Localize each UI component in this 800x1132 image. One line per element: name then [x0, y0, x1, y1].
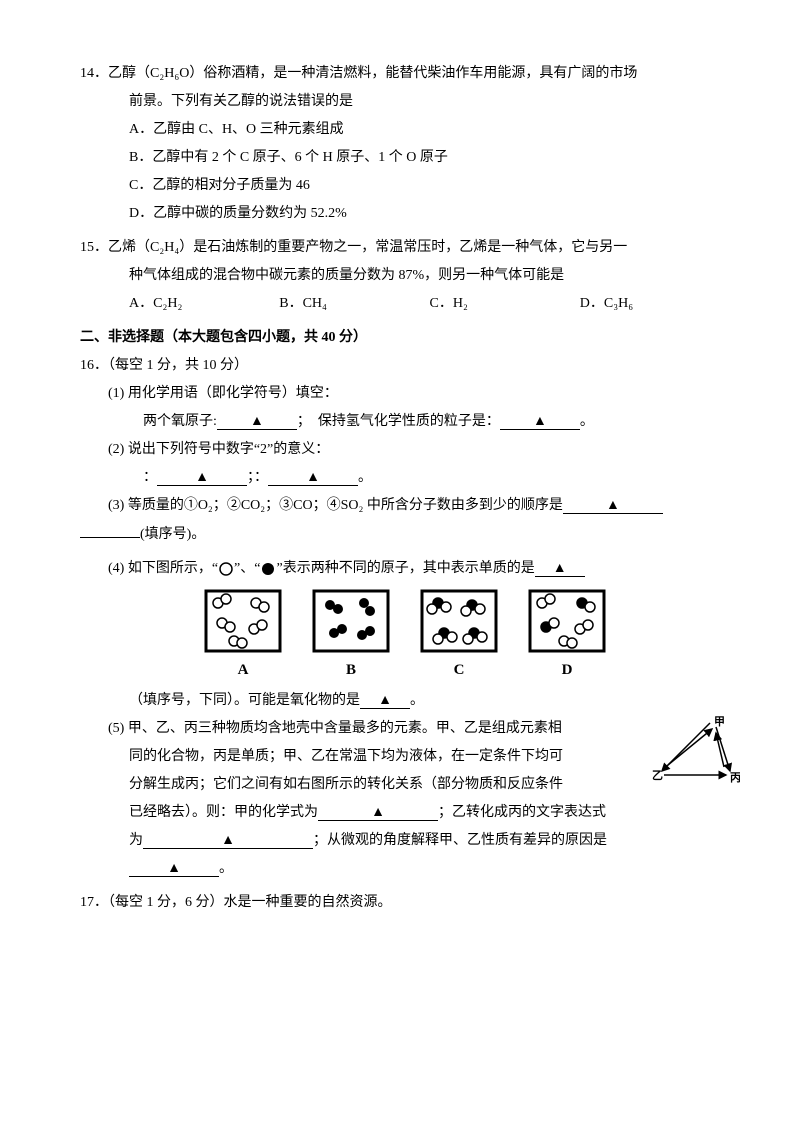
- section-2-title: 二、非选择题（本大题包含四小题，共 40 分）: [80, 324, 730, 352]
- blank: ▲: [563, 499, 663, 514]
- diagram-c-label: C: [454, 655, 465, 685]
- blank: [80, 520, 140, 538]
- diagram-d-label: D: [562, 655, 573, 685]
- blank: ▲: [360, 694, 410, 709]
- q16-5b: 同的化合物，丙是单质；甲、乙在常温下均为液体，在一定条件下均可: [80, 743, 730, 771]
- diagram-b-label: B: [346, 655, 356, 685]
- q15-line2: 种气体组成的混合物中碳元素的质量分数为 87%，则另一种气体可能是: [80, 262, 730, 290]
- q16-3b: (填序号)。: [80, 520, 730, 549]
- q16-1a: (1) 用化学用语（即化学符号）填空：: [80, 380, 730, 408]
- blank: ▲: [268, 471, 358, 486]
- q16-head: 16．（每空 1 分，共 10 分）: [80, 352, 730, 380]
- blank: ▲: [129, 862, 219, 877]
- diagram-a: A: [204, 589, 282, 685]
- blank: ▲: [500, 415, 580, 430]
- triangle-diagram: 甲 乙 丙: [650, 715, 740, 795]
- question-15: 15．乙烯（C₂H₄）是石油炼制的重要产物之一，常温常压时，乙烯是一种气体，它与…: [80, 234, 730, 318]
- diagram-d: D: [528, 589, 606, 685]
- molecule-diagrams: A B: [80, 589, 730, 685]
- q16-5f: ▲。: [80, 855, 730, 883]
- q14-line2: 前景。下列有关乙醇的说法错误的是: [80, 88, 730, 116]
- q16-2b: ：▲；：▲。: [80, 464, 730, 492]
- diagram-c: C: [420, 589, 498, 685]
- diagram-a-label: A: [238, 655, 249, 685]
- q15-opt-c: C．H₂: [430, 290, 580, 318]
- q15-opt-b: B．CH₄: [279, 290, 429, 318]
- q16-1b: 两个氧原子:▲； 保持氢气化学性质的粒子是：▲。: [80, 408, 730, 436]
- q15-line1: 15．乙烯（C₂H₄）是石油炼制的重要产物之一，常温常压时，乙烯是一种气体，它与…: [80, 234, 730, 262]
- question-17: 17．（每空 1 分，6 分）水是一种重要的自然资源。: [80, 889, 730, 917]
- q16-4c: （填序号，下同）。可能是氧化物的是▲。: [80, 687, 730, 715]
- blank: ▲: [318, 806, 438, 821]
- q14-line1: 14．乙醇（C₂H₆O）俗称酒精，是一种清洁燃料，能替代柴油作车用能源，具有广阔…: [80, 60, 730, 88]
- q14-opt-d: D．乙醇中碳的质量分数约为 52.2%: [80, 200, 730, 228]
- svg-text:乙: 乙: [652, 769, 663, 782]
- q15-opt-a: A．C₂H₂: [129, 290, 279, 318]
- q15-opt-d: D．C₃H₆: [580, 290, 730, 318]
- q14-opt-c: C．乙醇的相对分子质量为 46: [80, 172, 730, 200]
- q16-3a: (3) 等质量的①O₂；②CO₂；③CO；④SO₂ 中所含分子数由多到少的顺序是…: [80, 492, 730, 520]
- blank: ▲: [217, 415, 297, 430]
- q16-5d: 已经略去）。则：甲的化学式为▲；乙转化成丙的文字表达式: [80, 799, 730, 827]
- question-14: 14．乙醇（C₂H₆O）俗称酒精，是一种清洁燃料，能替代柴油作车用能源，具有广阔…: [80, 60, 730, 228]
- q16-5c: 分解生成丙；它们之间有如右图所示的转化关系（部分物质和反应条件: [80, 771, 730, 799]
- diagram-b: B: [312, 589, 390, 685]
- svg-text:丙: 丙: [730, 771, 740, 784]
- svg-text:甲: 甲: [714, 715, 725, 728]
- black-circle-icon: [260, 561, 276, 577]
- q14-opt-b: B．乙醇中有 2 个 C 原子、6 个 H 原子、1 个 O 原子: [80, 144, 730, 172]
- q15-options: A．C₂H₂ B．CH₄ C．H₂ D．C₃H₆: [80, 290, 730, 318]
- blank: ▲: [143, 834, 313, 849]
- blank: ▲: [157, 471, 247, 486]
- q16-4a: (4) 如下图所示，“”、“”表示两种不同的原子，其中表示单质的是▲: [80, 555, 730, 583]
- q16-5a: (5) 甲、乙、丙三种物质均含地壳中含量最多的元素。甲、乙是组成元素相: [80, 715, 730, 743]
- q16-5-wrap: 甲 乙 丙 (5) 甲、乙、丙三种物质均含地壳中含量最多的元素。甲、乙是组成元素…: [80, 715, 730, 883]
- q16-2a: (2) 说出下列符号中数字“2”的意义：: [80, 436, 730, 464]
- q16-5e: 为▲；从微观的角度解释甲、乙性质有差异的原因是: [80, 827, 730, 855]
- blank: ▲: [535, 562, 585, 577]
- white-circle-icon: [218, 561, 234, 577]
- question-16: 16．（每空 1 分，共 10 分） (1) 用化学用语（即化学符号）填空： 两…: [80, 352, 730, 883]
- q14-opt-a: A．乙醇由 C、H、O 三种元素组成: [80, 116, 730, 144]
